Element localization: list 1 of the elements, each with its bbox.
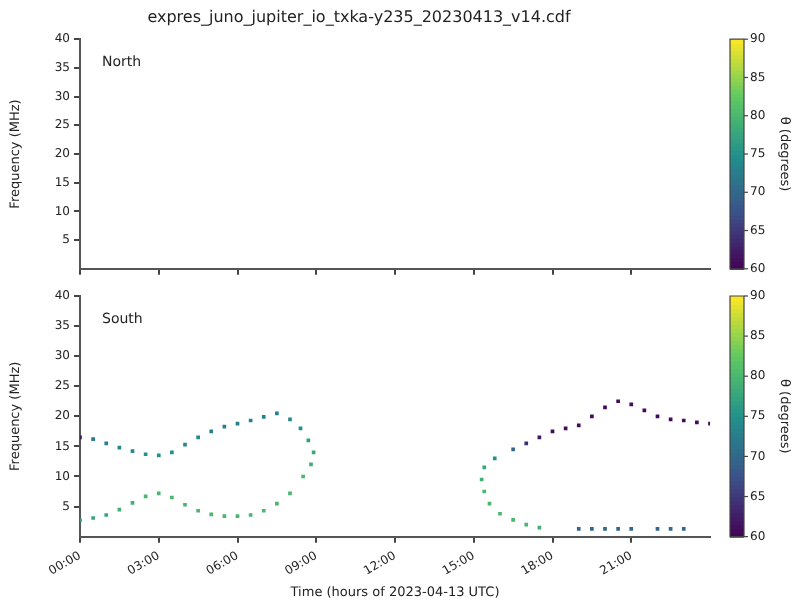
chart-title: expres_juno_jupiter_io_txka-y235_20230413_v14.cdf	[147, 7, 571, 26]
